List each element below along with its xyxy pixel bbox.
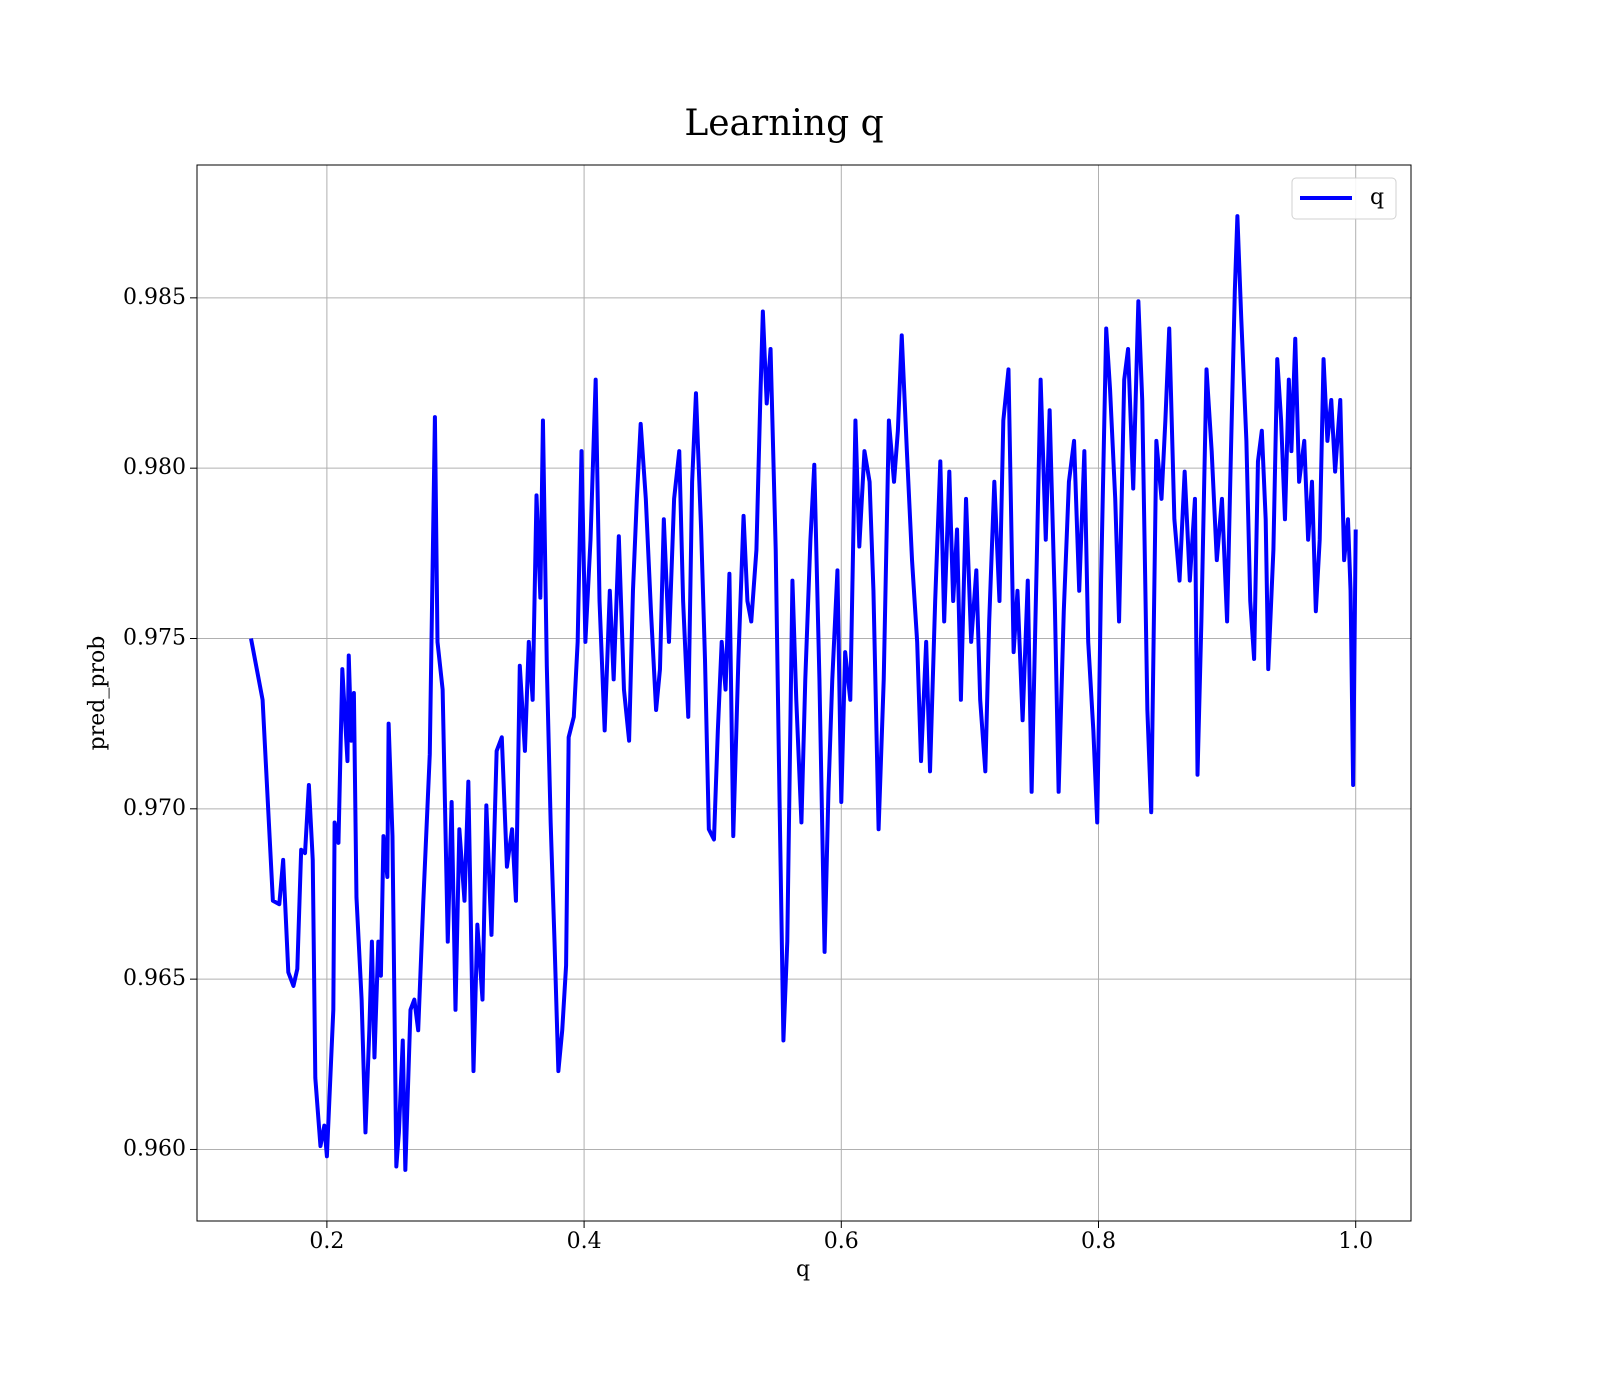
x-tick-label: 1.0 <box>1338 1229 1373 1254</box>
x-tick-label: 0.8 <box>1081 1229 1116 1254</box>
y-tick-label: 0.960 <box>123 1136 186 1161</box>
y-tick-label: 0.985 <box>123 285 186 310</box>
x-axis-label: q <box>796 1257 810 1282</box>
x-tick-label: 0.6 <box>824 1229 859 1254</box>
x-tick-label: 0.4 <box>567 1229 602 1254</box>
y-tick-label: 0.970 <box>123 796 186 821</box>
y-axis-label: pred_prob <box>85 636 110 751</box>
y-tick-label: 0.965 <box>123 966 186 991</box>
y-tick-label: 0.980 <box>123 455 186 480</box>
chart-title: Learning q <box>684 103 883 144</box>
x-tick-label: 0.2 <box>309 1229 344 1254</box>
legend-label: q <box>1370 185 1384 210</box>
y-tick-label: 0.975 <box>123 625 186 650</box>
data-line <box>249 214 1358 1172</box>
plot-frame <box>196 164 1412 1222</box>
